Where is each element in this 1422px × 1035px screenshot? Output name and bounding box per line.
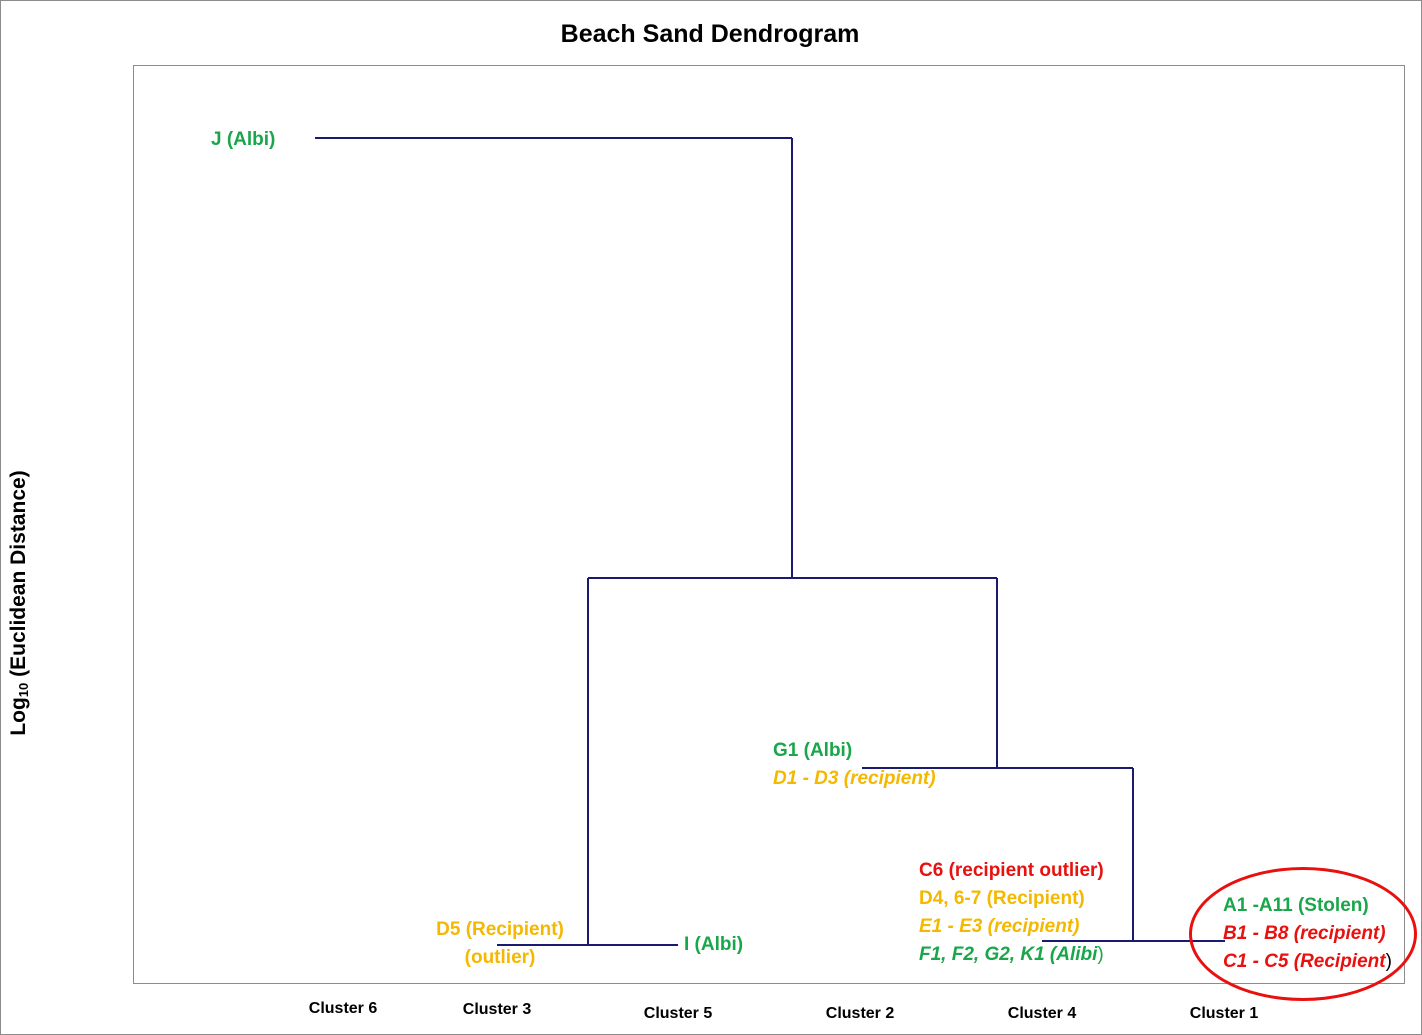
leaf-label-d4: D4, 6-7 (Recipient) <box>919 888 1085 909</box>
leaf-label-e1: E1 - E3 (recipient) <box>919 916 1080 937</box>
leaf-label-i: I (Albi) <box>684 934 744 955</box>
cluster-label-4: Cluster 4 <box>1007 1005 1077 1022</box>
cluster-label-2: Cluster 2 <box>825 1005 895 1022</box>
chart-title: Beach Sand Dendrogram <box>560 20 860 48</box>
cluster-label-3: Cluster 3 <box>462 1001 532 1018</box>
leaf-label-j: J (Albi) <box>211 129 276 150</box>
leaf-label-d1: D1 - D3 (recipient) <box>773 768 936 789</box>
leaf-label-g1: G1 (Albi) <box>773 740 853 761</box>
cluster-label-5: Cluster 5 <box>643 1005 713 1022</box>
leaf-label-d5: D5 (Recipient) (outlier) <box>436 919 564 968</box>
cluster-label-6: Cluster 6 <box>308 1000 378 1017</box>
plot-area <box>133 65 1405 984</box>
leaf-label-f1: F1, F2, G2, K1 (Alibi) <box>919 944 1104 965</box>
highlight-ellipse <box>1189 867 1417 1001</box>
leaf-label-c6: C6 (recipient outlier) <box>919 860 1104 881</box>
cluster-label-1: Cluster 1 <box>1189 1005 1259 1022</box>
